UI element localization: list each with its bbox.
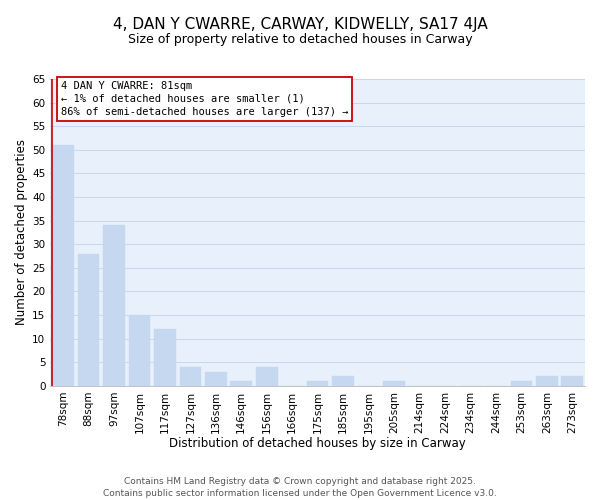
- Bar: [307, 381, 328, 386]
- Bar: [52, 145, 74, 386]
- Text: Contains HM Land Registry data © Crown copyright and database right 2025.
Contai: Contains HM Land Registry data © Crown c…: [103, 476, 497, 498]
- Bar: [154, 329, 176, 386]
- Bar: [256, 367, 278, 386]
- Bar: [103, 226, 125, 386]
- Bar: [536, 376, 557, 386]
- Bar: [562, 376, 583, 386]
- Y-axis label: Number of detached properties: Number of detached properties: [15, 140, 28, 326]
- Bar: [205, 372, 227, 386]
- Bar: [179, 367, 201, 386]
- Text: 4 DAN Y CWARRE: 81sqm
← 1% of detached houses are smaller (1)
86% of semi-detach: 4 DAN Y CWARRE: 81sqm ← 1% of detached h…: [61, 80, 349, 117]
- Bar: [511, 381, 532, 386]
- Bar: [230, 381, 252, 386]
- Bar: [332, 376, 354, 386]
- Text: Size of property relative to detached houses in Carway: Size of property relative to detached ho…: [128, 32, 472, 46]
- X-axis label: Distribution of detached houses by size in Carway: Distribution of detached houses by size …: [169, 437, 466, 450]
- Bar: [77, 254, 99, 386]
- Text: 4, DAN Y CWARRE, CARWAY, KIDWELLY, SA17 4JA: 4, DAN Y CWARRE, CARWAY, KIDWELLY, SA17 …: [113, 18, 487, 32]
- Bar: [383, 381, 405, 386]
- Bar: [128, 315, 150, 386]
